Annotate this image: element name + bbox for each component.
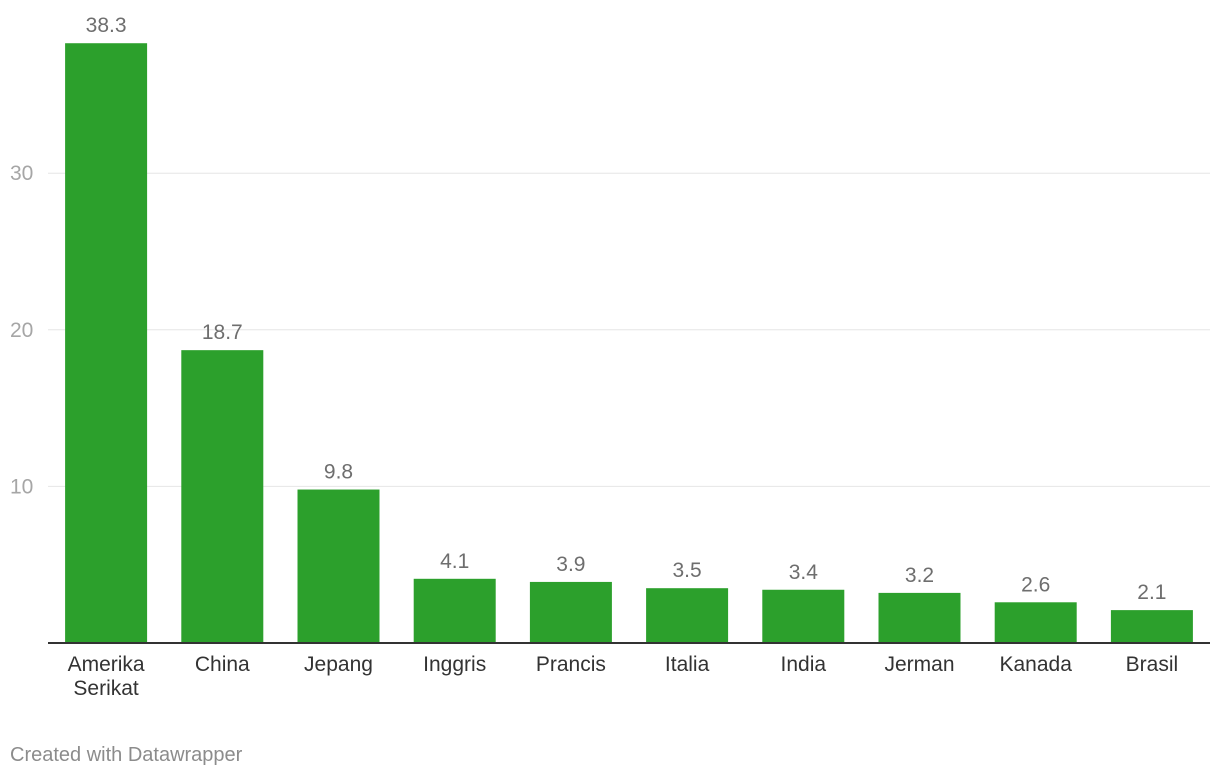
y-tick-label-30: 30 [10,162,33,185]
bar-1 [181,350,264,643]
category-label-3: Inggris [423,653,486,676]
bar-2 [297,489,380,643]
value-label-0: 38.3 [86,14,127,37]
category-label-6: India [781,653,827,676]
bar-3 [413,578,496,643]
value-label-7: 3.2 [905,564,934,587]
bar-9 [1110,610,1193,643]
value-label-1: 18.7 [202,321,243,344]
category-label-7: Jerman [884,653,954,676]
category-label-1: China [195,653,250,676]
category-label-5: Italia [665,653,710,676]
value-label-3: 4.1 [440,550,469,573]
value-label-4: 3.9 [556,553,585,576]
category-label-4: Prancis [536,653,606,676]
bar-7 [878,592,961,643]
y-tick-label-10: 10 [10,475,33,498]
category-label-0-line-0: Amerika [68,653,145,676]
category-label-2: Jepang [304,653,373,676]
y-tick-label-20: 20 [10,319,33,342]
value-labels: 38.3 18.7 9.8 4.1 3.9 3.5 3.4 3.2 2.6 2.1 [86,14,1167,604]
category-label-0-line-1: Serikat [73,677,139,700]
value-label-5: 3.5 [672,559,701,582]
credit-text: Created with Datawrapper [10,744,243,766]
bar-6 [762,589,845,643]
value-label-6: 3.4 [789,561,819,584]
value-label-9: 2.1 [1137,581,1166,604]
category-label-8: Kanada [999,653,1072,676]
y-axis-ticks: 10 20 30 [10,162,33,498]
value-label-8: 2.6 [1021,573,1050,596]
value-label-2: 9.8 [324,461,353,484]
bar-0 [65,43,148,644]
category-label-9: Brasil [1126,653,1179,676]
bar-5 [646,588,729,643]
bar-8 [994,602,1077,643]
bars [65,43,1193,644]
bar-4 [529,581,612,643]
